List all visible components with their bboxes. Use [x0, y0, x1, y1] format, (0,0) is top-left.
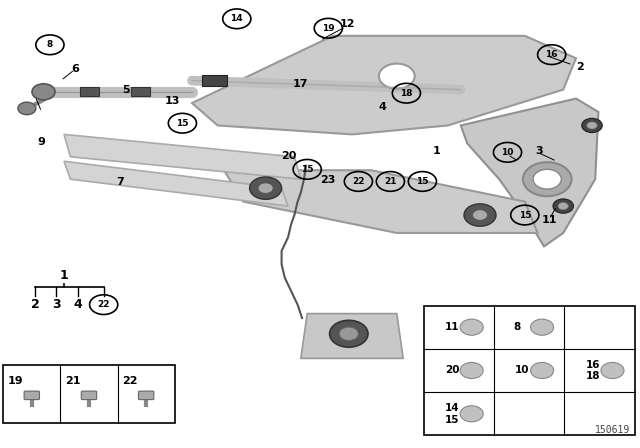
Circle shape — [460, 319, 483, 335]
Text: 18: 18 — [400, 89, 413, 98]
Text: 16: 16 — [545, 50, 558, 59]
FancyBboxPatch shape — [424, 306, 635, 435]
Text: 8: 8 — [47, 40, 53, 49]
Circle shape — [460, 362, 483, 379]
Polygon shape — [461, 99, 598, 246]
Polygon shape — [301, 314, 403, 358]
Text: 13: 13 — [165, 96, 180, 106]
Polygon shape — [64, 134, 301, 179]
Polygon shape — [224, 170, 538, 233]
Circle shape — [531, 319, 554, 335]
Circle shape — [601, 362, 624, 379]
Polygon shape — [80, 87, 99, 96]
Text: 16
18: 16 18 — [586, 360, 600, 381]
Text: 14: 14 — [230, 14, 243, 23]
Text: 4: 4 — [74, 298, 83, 311]
Text: 3: 3 — [535, 146, 543, 156]
FancyBboxPatch shape — [81, 391, 97, 400]
Circle shape — [533, 169, 561, 189]
Text: 15: 15 — [301, 165, 314, 174]
Text: 22: 22 — [352, 177, 365, 186]
Text: 2: 2 — [577, 62, 584, 72]
Text: 6: 6 — [71, 65, 79, 74]
Circle shape — [472, 210, 488, 220]
Text: 17: 17 — [293, 79, 308, 89]
Circle shape — [523, 162, 572, 196]
Text: 10: 10 — [501, 148, 514, 157]
Circle shape — [464, 204, 496, 226]
Text: 8: 8 — [513, 322, 520, 332]
Text: 15: 15 — [176, 119, 189, 128]
Circle shape — [258, 183, 273, 194]
Text: 9: 9 — [38, 138, 45, 147]
Text: 4: 4 — [379, 102, 387, 112]
Text: 150619: 150619 — [595, 425, 630, 435]
Text: 22: 22 — [97, 300, 110, 309]
Text: 2: 2 — [31, 298, 40, 311]
Polygon shape — [131, 87, 150, 96]
Circle shape — [339, 327, 358, 340]
Text: 21: 21 — [65, 376, 81, 386]
Text: 1: 1 — [433, 146, 440, 156]
Text: 23: 23 — [320, 175, 335, 185]
Text: 14
15: 14 15 — [445, 403, 460, 425]
Polygon shape — [192, 36, 576, 134]
Circle shape — [587, 122, 597, 129]
Text: 5: 5 — [122, 85, 130, 95]
Text: 11: 11 — [445, 322, 460, 332]
Text: 11: 11 — [541, 215, 557, 224]
Polygon shape — [64, 161, 288, 206]
Circle shape — [531, 362, 554, 379]
Text: 22: 22 — [122, 376, 138, 386]
Text: 12: 12 — [340, 19, 355, 29]
Text: 19: 19 — [8, 376, 24, 386]
Circle shape — [460, 406, 483, 422]
Circle shape — [32, 84, 55, 100]
Text: 19: 19 — [322, 24, 335, 33]
Text: 20: 20 — [445, 366, 460, 375]
Text: 7: 7 — [116, 177, 124, 187]
Circle shape — [250, 177, 282, 199]
Circle shape — [330, 320, 368, 347]
Text: 1: 1 — [60, 269, 68, 282]
Text: 15: 15 — [416, 177, 429, 186]
Circle shape — [379, 64, 415, 89]
Text: 15: 15 — [518, 211, 531, 220]
FancyBboxPatch shape — [3, 365, 175, 423]
Circle shape — [582, 118, 602, 133]
Polygon shape — [202, 75, 227, 86]
Circle shape — [558, 202, 568, 210]
Circle shape — [18, 102, 36, 115]
Circle shape — [553, 199, 573, 213]
FancyBboxPatch shape — [138, 391, 154, 400]
Text: 20: 20 — [282, 151, 297, 161]
Text: 10: 10 — [515, 366, 530, 375]
Text: 3: 3 — [52, 298, 61, 311]
Text: 21: 21 — [384, 177, 397, 186]
FancyBboxPatch shape — [24, 391, 40, 400]
